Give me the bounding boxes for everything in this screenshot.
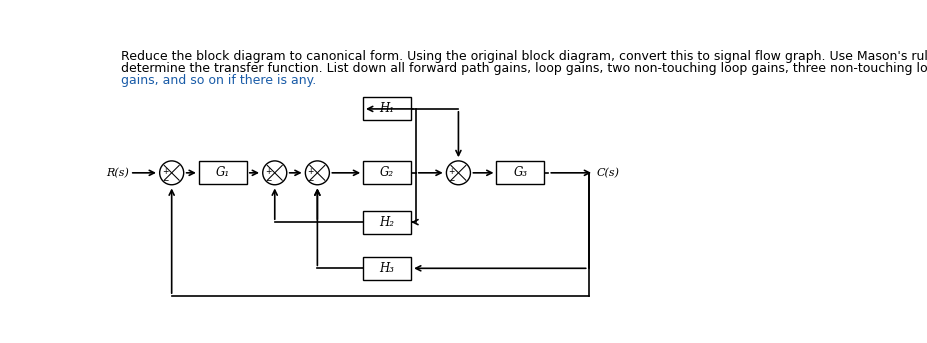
Text: −: − [162, 176, 169, 185]
Text: +: + [265, 167, 272, 176]
Bar [363, 211, 412, 234]
Text: −: − [308, 176, 314, 185]
Text: +: + [308, 167, 314, 176]
Bar [198, 161, 247, 185]
Text: +: + [449, 167, 455, 176]
Text: C(s): C(s) [596, 168, 619, 178]
Text: R(s): R(s) [107, 168, 129, 178]
Text: G₂: G₂ [380, 166, 394, 179]
Text: G₁: G₁ [216, 166, 230, 179]
Text: H₁: H₁ [380, 103, 395, 116]
Text: H₃: H₃ [380, 262, 395, 275]
Bar [363, 97, 412, 120]
Bar [363, 257, 412, 280]
Text: +: + [162, 167, 169, 176]
Bar [496, 161, 544, 185]
Text: G₃: G₃ [514, 166, 527, 179]
Text: −: − [265, 176, 272, 185]
Text: determine the transfer function. List down all forward path gains, loop gains, t: determine the transfer function. List do… [121, 61, 927, 74]
Text: −: − [449, 176, 455, 185]
Text: Reduce the block diagram to canonical form. Using the original block diagram, co: Reduce the block diagram to canonical fo… [121, 50, 927, 63]
Bar [363, 161, 412, 185]
Text: gains, and so on if there is any.: gains, and so on if there is any. [121, 73, 316, 86]
Text: H₂: H₂ [380, 216, 395, 229]
